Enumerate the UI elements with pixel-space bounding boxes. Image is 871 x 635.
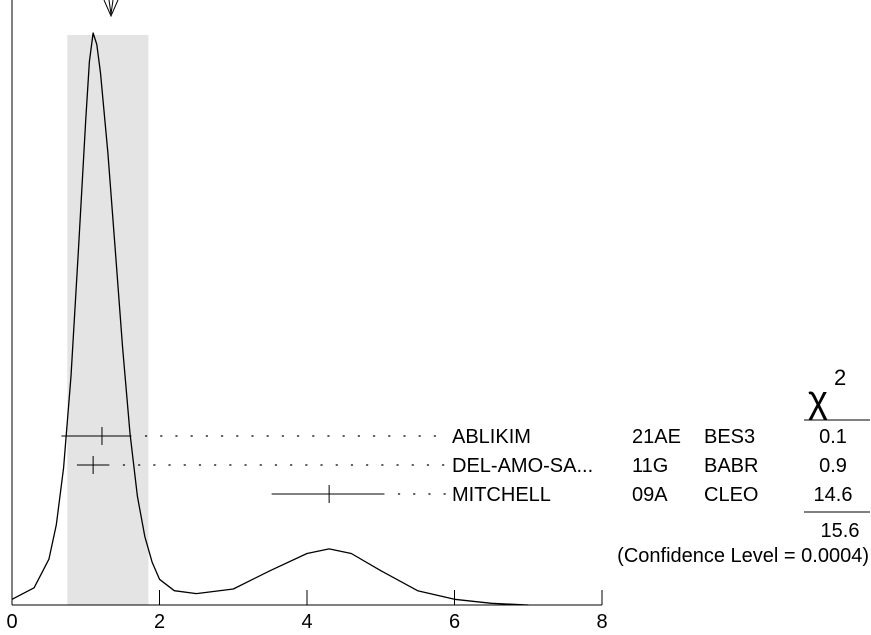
measurement-experiment: BES3 xyxy=(704,426,755,448)
measurement-row: ABLIKIM 21AE BES3 0.1 xyxy=(61,426,847,448)
measurement-reference: 09A xyxy=(632,484,668,506)
x-tick-label: 0 xyxy=(6,611,17,633)
measurement-experiment: CLEO xyxy=(704,484,758,506)
measurement-reference: 21AE xyxy=(632,426,681,448)
chi2-header-superscript: 2 xyxy=(834,365,846,390)
measurement-row: MITCHELL 09A CLEO 14.6 xyxy=(271,484,853,506)
measurement-chi2: 14.6 xyxy=(814,484,853,506)
measurement-reference: 11G xyxy=(632,455,668,477)
x-tick-label: 8 xyxy=(596,611,607,633)
ideogram-curve xyxy=(11,32,529,606)
x-tick-label: 4 xyxy=(301,611,312,633)
measurement-experiment: BABR xyxy=(704,455,758,477)
chi2-header: χ xyxy=(808,379,828,421)
chi2-total: 15.6 xyxy=(821,520,860,542)
measurement-author: DEL-AMO-SA... xyxy=(452,455,593,477)
average-arrow-icon xyxy=(103,0,119,18)
x-tick-label: 2 xyxy=(154,611,165,633)
x-tick-label: 6 xyxy=(449,611,460,633)
measurement-author: ABLIKIM xyxy=(452,426,531,448)
confidence-level: (Confidence Level = 0.0004) xyxy=(617,545,869,567)
average-error-band xyxy=(67,35,149,605)
measurement-chi2: 0.1 xyxy=(819,426,847,448)
measurement-chi2: 0.9 xyxy=(819,455,847,477)
measurement-row: DEL-AMO-SA... 11G BABR 0.9 xyxy=(76,455,847,477)
measurement-author: MITCHELL xyxy=(452,484,551,506)
